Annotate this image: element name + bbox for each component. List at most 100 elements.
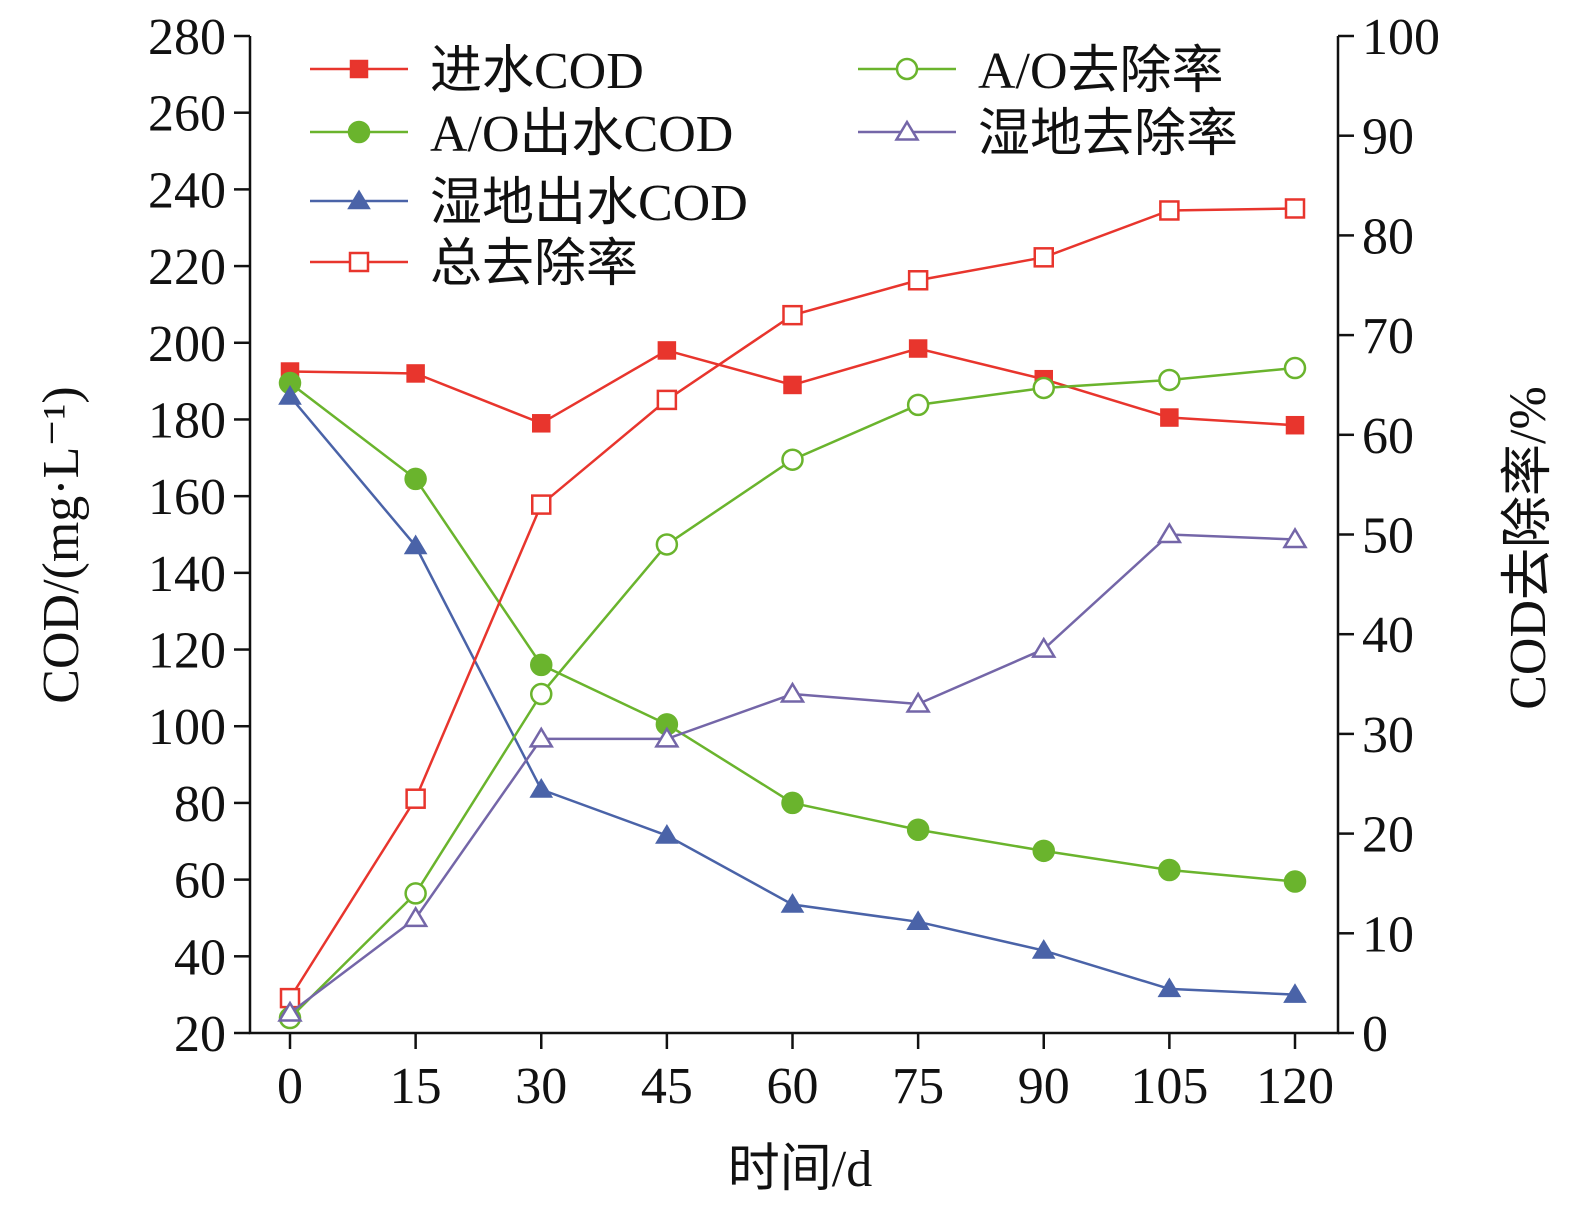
y-left-tick-label: 140 xyxy=(148,546,226,603)
legend-label: 湿地去除率 xyxy=(978,106,1238,163)
data-point xyxy=(1156,522,1183,544)
data-point xyxy=(277,1000,303,1022)
data-point xyxy=(1160,408,1179,427)
data-point xyxy=(1157,977,1182,998)
legend-marker xyxy=(347,120,371,144)
data-point xyxy=(906,818,930,842)
y-left-tick-label: 240 xyxy=(148,162,226,219)
legend-label: 总去除率 xyxy=(430,236,638,293)
data-point xyxy=(1033,247,1054,268)
data-point xyxy=(532,414,551,433)
data-point xyxy=(1283,983,1307,1003)
y-left-tick-label: 80 xyxy=(174,776,226,833)
series-line xyxy=(288,207,1296,999)
series-line xyxy=(289,533,1296,1015)
y-left-tick-label: 120 xyxy=(148,623,226,680)
legend-item: 湿地出水COD xyxy=(310,175,748,232)
data-point xyxy=(655,824,679,844)
legend-marker xyxy=(894,119,920,141)
data-point xyxy=(907,270,929,291)
y-right-tick-label: 80 xyxy=(1362,208,1414,265)
data-point xyxy=(1031,939,1056,959)
data-point xyxy=(1158,368,1181,392)
x-tick-label: 90 xyxy=(1018,1058,1070,1115)
x-tick-label: 60 xyxy=(767,1058,819,1115)
legend-item: 总去除率 xyxy=(310,236,638,293)
series-0 xyxy=(280,339,1305,435)
data-point xyxy=(1283,356,1307,380)
data-point xyxy=(402,905,429,928)
data-point xyxy=(1158,858,1181,882)
data-point xyxy=(403,534,428,555)
x-axis-title: 时间/d xyxy=(728,1141,872,1198)
data-point xyxy=(404,882,427,905)
legend-label: A/O去除率 xyxy=(978,43,1224,100)
data-point xyxy=(783,375,802,395)
x-tick-label: 120 xyxy=(1256,1058,1334,1115)
data-point xyxy=(782,304,803,326)
data-point xyxy=(908,339,928,358)
data-point xyxy=(655,533,679,556)
data-point xyxy=(1282,527,1308,549)
legend-item: 湿地去除率 xyxy=(858,106,1238,163)
y-left-tick-label: 60 xyxy=(174,853,226,910)
y-right-tick-label: 60 xyxy=(1362,408,1414,465)
data-point xyxy=(1159,200,1180,221)
data-point xyxy=(528,726,554,748)
data-point xyxy=(781,448,804,471)
data-point xyxy=(529,778,554,798)
data-point xyxy=(406,364,425,383)
legend-label: 湿地出水COD xyxy=(430,175,748,232)
data-point xyxy=(905,691,931,713)
data-point xyxy=(1284,198,1306,219)
data-point xyxy=(654,726,680,748)
x-tick-label: 105 xyxy=(1130,1058,1208,1115)
series-3 xyxy=(279,198,1306,1009)
y-axis-right-title: COD去除率/% xyxy=(1500,386,1557,710)
legend-item: 进水COD xyxy=(310,43,644,100)
y-left-tick-label: 260 xyxy=(148,86,226,143)
y-right-tick-label: 20 xyxy=(1362,807,1414,864)
x-tick-label: 15 xyxy=(390,1058,442,1115)
series-2 xyxy=(278,384,1307,1003)
x-tick-label: 45 xyxy=(641,1058,693,1115)
data-point xyxy=(531,494,552,515)
legend-item: A/O去除率 xyxy=(858,43,1224,100)
legend-label: A/O出水COD xyxy=(430,106,733,163)
y-left-tick-label: 280 xyxy=(148,9,226,66)
legend-marker xyxy=(348,251,370,273)
legend-marker xyxy=(347,189,371,210)
data-point xyxy=(906,910,930,931)
data-point xyxy=(1031,636,1057,658)
data-point xyxy=(530,653,553,677)
x-tick-label: 75 xyxy=(892,1058,944,1115)
data-point xyxy=(1032,839,1055,863)
axes: 2040608010012014016018020022024026028001… xyxy=(148,9,1440,1115)
y-right-tick-label: 0 xyxy=(1362,1006,1388,1063)
data-point xyxy=(657,341,677,360)
y-left-tick-label: 200 xyxy=(148,316,226,373)
data-point xyxy=(906,393,930,417)
y-right-tick-label: 90 xyxy=(1362,109,1414,166)
data-point xyxy=(781,791,804,815)
y-right-tick-label: 70 xyxy=(1362,308,1414,365)
y-left-tick-label: 220 xyxy=(148,239,226,296)
data-point xyxy=(1285,415,1305,435)
series-5 xyxy=(277,522,1308,1022)
data-point xyxy=(530,682,553,706)
legend-marker xyxy=(895,57,919,81)
y-left-tick-label: 160 xyxy=(148,469,226,526)
y-right-tick-label: 30 xyxy=(1362,707,1414,764)
y-left-tick-label: 180 xyxy=(148,392,226,449)
data-point xyxy=(1283,870,1307,893)
data-point xyxy=(278,384,302,405)
data-point xyxy=(405,788,426,809)
y-axis-left-title: COD/(mg·L⁻¹) xyxy=(33,386,90,703)
y-right-tick-label: 10 xyxy=(1362,906,1414,963)
legend-label: 进水COD xyxy=(430,43,644,100)
y-left-tick-label: 20 xyxy=(174,1006,226,1063)
legend-marker xyxy=(349,59,369,79)
data-point xyxy=(1032,376,1055,400)
